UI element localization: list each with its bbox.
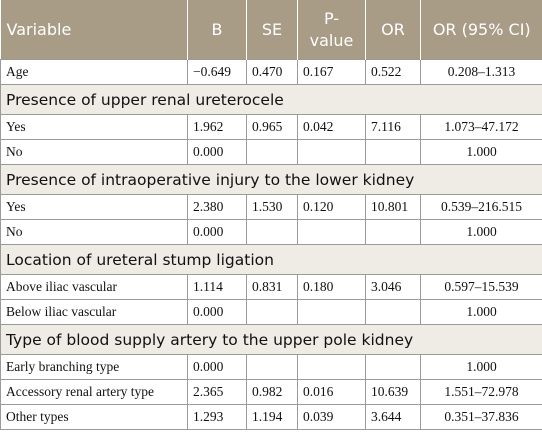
- value-cell: −0.649: [187, 59, 247, 85]
- value-cell: 0.042: [297, 114, 366, 140]
- value-cell: 1.000: [420, 299, 542, 325]
- variable-cell: Early branching type: [0, 354, 188, 380]
- header-cell: B: [187, 0, 247, 60]
- value-cell: 0.597–15.539: [420, 274, 542, 300]
- data-row: No 0.000 1.000: [0, 219, 542, 245]
- empty-cell: [365, 354, 421, 380]
- header-cell: Variable: [0, 0, 188, 60]
- variable-cell: Above iliac vascular: [0, 274, 188, 300]
- header-cell: OR: [365, 0, 421, 60]
- value-cell: 10.801: [365, 194, 421, 220]
- variable-cell: Accessory renal artery type: [0, 379, 188, 405]
- value-cell: 0.000: [187, 219, 247, 245]
- header-cell: P-value: [297, 0, 366, 60]
- value-cell: 0.016: [297, 379, 366, 405]
- value-cell: 0.000: [187, 354, 247, 380]
- empty-cell: [365, 299, 421, 325]
- value-cell: 0.180: [297, 274, 366, 300]
- empty-cell: [297, 219, 366, 245]
- variable-cell: Age: [0, 59, 188, 85]
- value-cell: 1.551–72.978: [420, 379, 542, 405]
- value-cell: 1.194: [246, 404, 298, 430]
- value-cell: 0.000: [187, 139, 247, 165]
- section-row: Presence of intraoperative injury to the…: [0, 164, 542, 195]
- value-cell: 1.000: [420, 139, 542, 165]
- value-cell: 10.639: [365, 379, 421, 405]
- header-cell: SE: [246, 0, 298, 60]
- value-cell: 0.039: [297, 404, 366, 430]
- variable-cell: Below iliac vascular: [0, 299, 188, 325]
- section-row: Location of ureteral stump ligation: [0, 244, 542, 275]
- value-cell: 0.965: [246, 114, 298, 140]
- data-row: Yes 1.962 0.965 0.042 7.116 1.073–47.172: [0, 114, 542, 140]
- data-row: Accessory renal artery type 2.365 0.982 0.0…: [0, 379, 542, 405]
- empty-cell: [246, 354, 298, 380]
- value-cell: 0.351–37.836: [420, 404, 542, 430]
- empty-cell: [297, 139, 366, 165]
- data-row: Below iliac vascular 0.000 1.000: [0, 299, 542, 325]
- section-row: Presence of upper renal ureterocele: [0, 84, 542, 115]
- empty-cell: [365, 139, 421, 165]
- section-title: Location of ureteral stump ligation: [0, 244, 542, 275]
- header-cell: OR (95% CI): [420, 0, 542, 60]
- value-cell: 0.539–216.515: [420, 194, 542, 220]
- value-cell: 1.114: [187, 274, 247, 300]
- data-row: Early branching type 0.000 1.000: [0, 354, 542, 380]
- empty-cell: [246, 139, 298, 165]
- value-cell: 3.046: [365, 274, 421, 300]
- value-cell: 1.073–47.172: [420, 114, 542, 140]
- value-cell: 0.167: [297, 59, 366, 85]
- empty-cell: [365, 219, 421, 245]
- value-cell: 0.120: [297, 194, 366, 220]
- section-title: Presence of intraoperative injury to the…: [0, 164, 542, 195]
- data-row: Age −0.649 0.470 0.167 0.522 0.208–1.313: [0, 59, 542, 85]
- section-title: Type of blood supply artery to the upper…: [0, 324, 542, 355]
- data-row: Above iliac vascular 1.114 0.831 0.180 3.046…: [0, 274, 542, 300]
- empty-cell: [297, 354, 366, 380]
- data-row: Other types 1.293 1.194 0.039 3.644 0.351–37.…: [0, 404, 542, 430]
- section-title: Presence of upper renal ureterocele: [0, 84, 542, 115]
- value-cell: 0.000: [187, 299, 247, 325]
- value-cell: 0.831: [246, 274, 298, 300]
- value-cell: 3.644: [365, 404, 421, 430]
- section-row: Type of blood supply artery to the upper…: [0, 324, 542, 355]
- value-cell: 1.000: [420, 354, 542, 380]
- value-cell: 1.530: [246, 194, 298, 220]
- variable-cell: No: [0, 219, 188, 245]
- value-cell: 0.208–1.313: [420, 59, 542, 85]
- value-cell: 0.982: [246, 379, 298, 405]
- variable-cell: No: [0, 139, 188, 165]
- empty-cell: [297, 299, 366, 325]
- data-row: Yes 2.380 1.530 0.120 10.801 0.539–216.515: [0, 194, 542, 220]
- value-cell: 1.962: [187, 114, 247, 140]
- value-cell: 2.380: [187, 194, 247, 220]
- value-cell: 0.470: [246, 59, 298, 85]
- empty-cell: [246, 299, 298, 325]
- value-cell: 7.116: [365, 114, 421, 140]
- variable-cell: Other types: [0, 404, 188, 430]
- value-cell: 0.522: [365, 59, 421, 85]
- value-cell: 1.293: [187, 404, 247, 430]
- value-cell: 1.000: [420, 219, 542, 245]
- header-row: Variable B SE P-value OR OR (95% CI): [0, 0, 542, 60]
- variable-cell: Yes: [0, 114, 188, 140]
- data-row: No 0.000 1.000: [0, 139, 542, 165]
- value-cell: 2.365: [187, 379, 247, 405]
- empty-cell: [246, 219, 298, 245]
- variable-cell: Yes: [0, 194, 188, 220]
